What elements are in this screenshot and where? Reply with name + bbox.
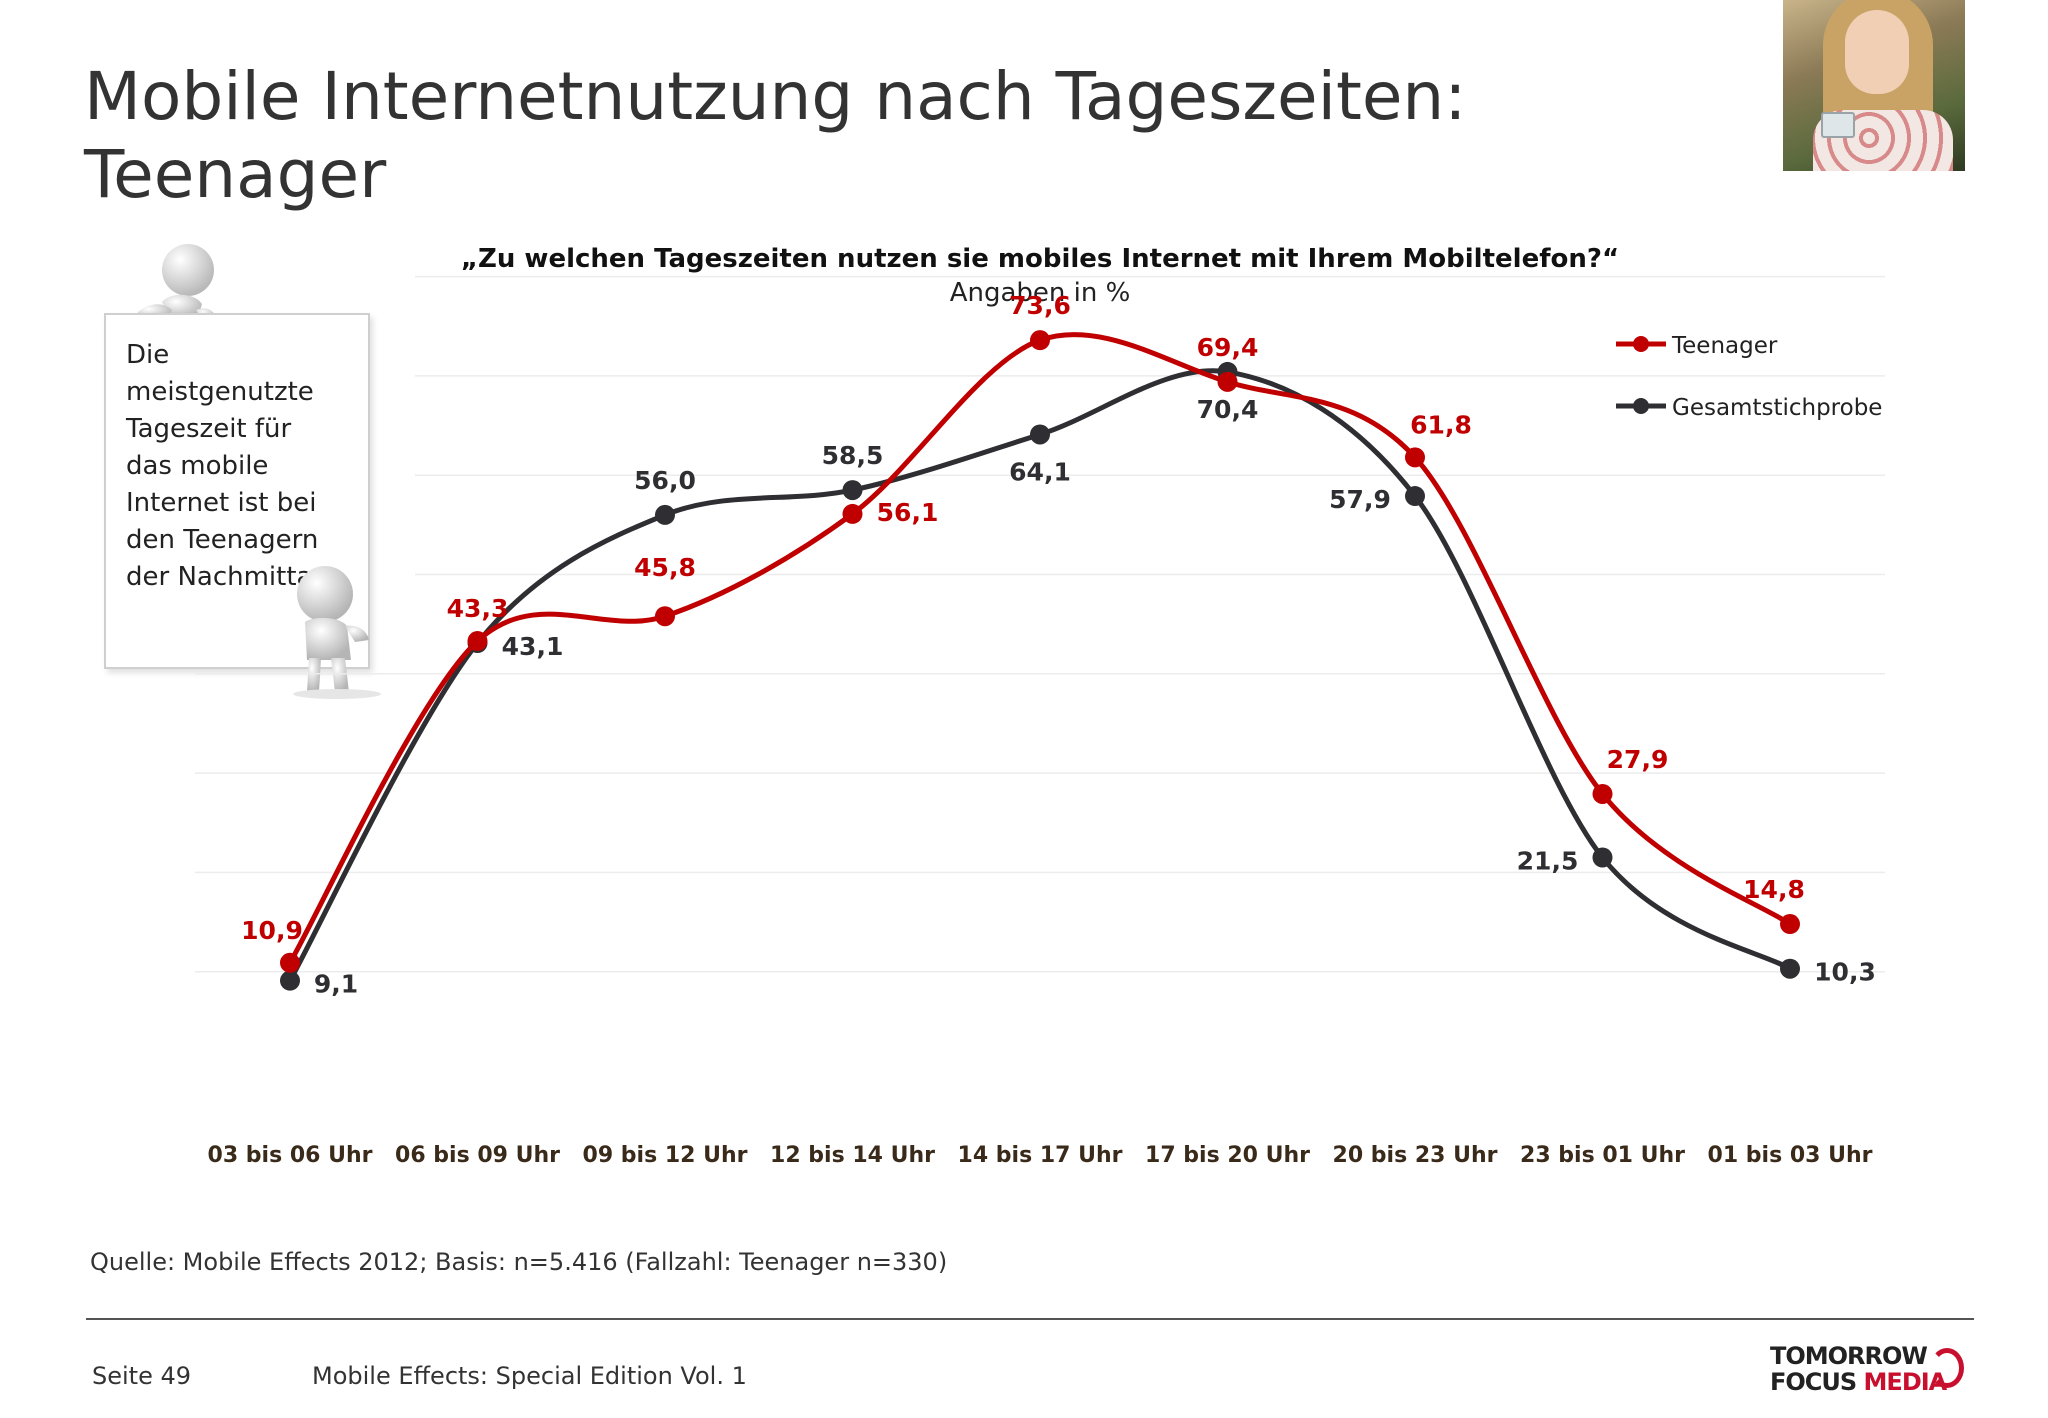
chart-series bbox=[280, 330, 1800, 991]
x-tick-label-3: 12 bis 14 Uhr bbox=[770, 1143, 935, 1168]
data-label-gesamtstichprobe-4: 64,1 bbox=[1009, 457, 1071, 486]
data-label-teenager-3: 56,1 bbox=[877, 498, 939, 527]
point-gesamtstichprobe-2 bbox=[655, 504, 675, 525]
chart-subtitle: Angaben in % bbox=[949, 278, 1131, 308]
data-label-gesamtstichprobe-5: 70,4 bbox=[1197, 395, 1259, 424]
series-line-gesamtstichprobe bbox=[287, 368, 1793, 984]
data-label-teenager-8: 14,8 bbox=[1743, 875, 1805, 904]
company-logo: TOMORROW FOCUS MEDIA bbox=[1770, 1342, 1970, 1396]
point-teenager-6 bbox=[1405, 447, 1425, 468]
page-title-line-1: Mobile Internetnutzung nach Tageszeiten: bbox=[84, 58, 1467, 135]
chart-title: „Zu welchen Tageszeiten nutzen sie mobil… bbox=[460, 244, 1620, 274]
x-tick-label-1: 06 bis 09 Uhr bbox=[395, 1143, 560, 1168]
data-label-gesamtstichprobe-7: 21,5 bbox=[1517, 847, 1579, 876]
point-teenager-7 bbox=[1592, 783, 1613, 804]
x-tick-label-7: 23 bis 01 Uhr bbox=[1520, 1143, 1685, 1168]
point-teenager-5 bbox=[1217, 371, 1238, 392]
data-label-gesamtstichprobe-6: 57,9 bbox=[1329, 485, 1391, 514]
footer-divider bbox=[86, 1318, 1974, 1320]
point-teenager-8 bbox=[1780, 914, 1800, 935]
point-teenager-1 bbox=[467, 631, 488, 652]
data-label-gesamtstichprobe-2: 56,0 bbox=[634, 466, 696, 495]
legend-marker-gesamtstichprobe bbox=[1633, 398, 1649, 414]
point-teenager-0 bbox=[280, 952, 300, 973]
point-teenager-4 bbox=[1030, 330, 1050, 351]
callout-box: Die meistgenutzte Tageszeit für das mobi… bbox=[104, 313, 370, 669]
point-gesamtstichprobe-6 bbox=[1405, 486, 1425, 507]
data-label-teenager-0: 10,9 bbox=[241, 916, 303, 945]
data-label-teenager-4: 73,6 bbox=[1009, 291, 1071, 320]
chart-x-axis: 03 bis 06 Uhr 06 bis 09 Uhr 09 bis 12 Uhr 1… bbox=[208, 1143, 1873, 1168]
data-label-teenager-6: 61,8 bbox=[1410, 410, 1472, 439]
point-gesamtstichprobe-4 bbox=[1030, 424, 1050, 445]
data-label-teenager-2: 45,8 bbox=[634, 553, 696, 582]
chart-grid bbox=[195, 275, 1885, 973]
publication-name: Mobile Effects: Special Edition Vol. 1 bbox=[312, 1362, 747, 1390]
data-label-teenager-7: 27,9 bbox=[1607, 745, 1669, 774]
data-label-gesamtstichprobe-8: 10,3 bbox=[1814, 958, 1876, 987]
page-title-line-2: Teenager bbox=[84, 136, 387, 213]
source-note: Quelle: Mobile Effects 2012; Basis: n=5.… bbox=[90, 1248, 948, 1276]
teen-phone-photo bbox=[1783, 0, 1965, 171]
x-tick-label-2: 09 bis 12 Uhr bbox=[583, 1143, 748, 1168]
x-tick-label-5: 17 bis 20 Uhr bbox=[1145, 1143, 1310, 1168]
logo-line-1: TOMORROW bbox=[1770, 1342, 1928, 1370]
figure-bottom-icon bbox=[293, 566, 381, 699]
x-tick-label-4: 14 bis 17 Uhr bbox=[958, 1143, 1123, 1168]
chart-legend: Teenager Gesamtstichprobe bbox=[1616, 333, 1882, 421]
x-tick-label-8: 01 bis 03 Uhr bbox=[1708, 1143, 1873, 1168]
page-title: Mobile Internetnutzung nach Tageszeiten:… bbox=[84, 58, 1584, 214]
line-chart: 10,9 43,3 45,8 56,1 73,6 69,4 61,8 27,9 14,8 9,1 4… bbox=[195, 275, 1885, 1168]
point-gesamtstichprobe-3 bbox=[842, 480, 863, 501]
chart-data-labels: 10,9 43,3 45,8 56,1 73,6 69,4 61,8 27,9 14,8 9,1 4… bbox=[241, 291, 1876, 998]
legend-label-gesamtstichprobe: Gesamtstichprobe bbox=[1672, 395, 1882, 421]
logo-ring-icon bbox=[1930, 1348, 1964, 1388]
x-tick-label-6: 20 bis 23 Uhr bbox=[1333, 1143, 1498, 1168]
legend-marker-teenager bbox=[1633, 336, 1649, 352]
data-label-gesamtstichprobe-3: 58,5 bbox=[822, 441, 884, 470]
page-number: Seite 49 bbox=[92, 1362, 192, 1390]
point-teenager-2 bbox=[655, 606, 675, 627]
data-label-gesamtstichprobe-0: 9,1 bbox=[314, 970, 358, 999]
x-tick-label-0: 03 bis 06 Uhr bbox=[208, 1143, 373, 1168]
logo-focus: FOCUS bbox=[1770, 1368, 1857, 1396]
logo-line-2: FOCUS MEDIA bbox=[1770, 1368, 1947, 1396]
callout-text: Die meistgenutzte Tageszeit für das mobi… bbox=[126, 340, 338, 592]
legend-label-teenager: Teenager bbox=[1671, 333, 1778, 359]
data-label-teenager-1: 43,3 bbox=[447, 594, 509, 623]
data-label-teenager-5: 69,4 bbox=[1197, 333, 1259, 362]
data-label-gesamtstichprobe-1: 43,1 bbox=[502, 632, 564, 661]
point-gesamtstichprobe-8 bbox=[1780, 958, 1800, 979]
point-teenager-3 bbox=[842, 503, 863, 524]
point-gesamtstichprobe-0 bbox=[280, 970, 300, 991]
point-gesamtstichprobe-7 bbox=[1592, 847, 1613, 868]
